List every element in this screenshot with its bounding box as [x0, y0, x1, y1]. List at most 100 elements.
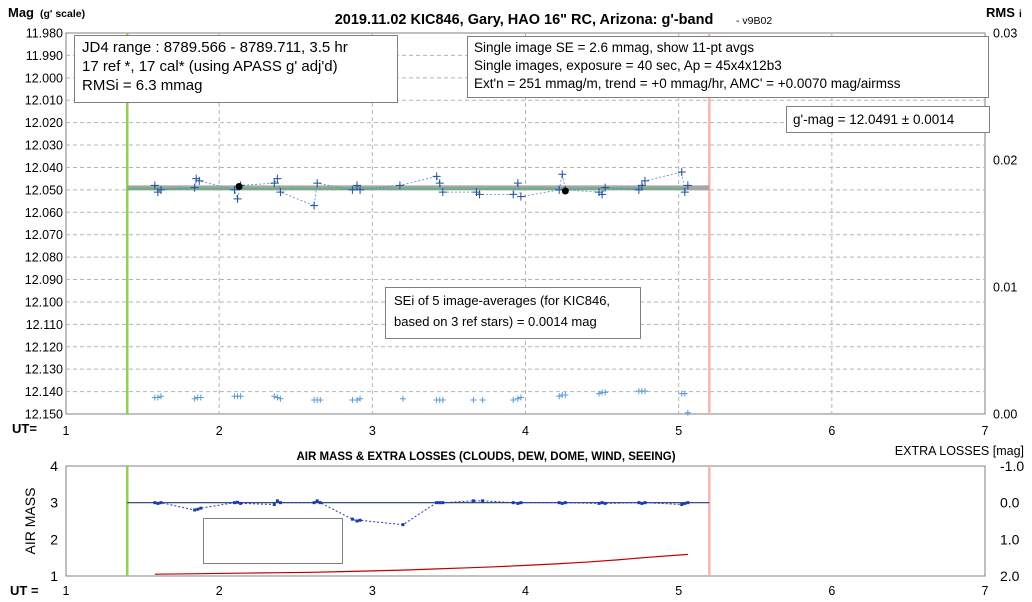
extra-losses-point	[355, 519, 359, 523]
y-tick-label: 12.120	[25, 340, 63, 354]
magnitude-point	[395, 181, 404, 190]
magnitude-point	[432, 172, 441, 181]
airmass-axis-label: AIR MASS	[22, 488, 38, 555]
y-tick-label: 12.070	[25, 228, 63, 242]
y-tick-label: 12.090	[25, 273, 63, 287]
magnitude-point	[195, 176, 204, 185]
x-tick-label: 1	[63, 424, 70, 438]
x-tick-label: 5	[675, 424, 682, 438]
x-tick-label-bottom: 1	[63, 584, 70, 598]
range-line: JD4 range : 8789.566 - 8789.711, 3.5 hr	[82, 39, 348, 56]
y-tick-label: 12.140	[25, 385, 63, 399]
extra-losses-point	[232, 501, 236, 505]
y2-axis-label-bottom: EXTRA LOSSES [mag]	[895, 444, 1024, 458]
magnitude-point	[513, 179, 522, 188]
chart-version: - v9B02	[736, 15, 772, 27]
extra-losses-point	[358, 518, 362, 522]
extra-losses-point	[159, 501, 163, 505]
magnitude-point	[273, 174, 282, 183]
exposure-line: Single images, exposure = 40 sec, Ap = 4…	[474, 58, 782, 73]
extra-losses-point	[196, 507, 200, 511]
magnitude-point	[270, 179, 279, 188]
extra-losses-point	[519, 501, 523, 505]
x-tick-label: 3	[369, 424, 376, 438]
y2-tick-label: 0.00	[993, 408, 1017, 422]
extra-losses-point	[560, 501, 564, 505]
magnitude-point	[313, 179, 322, 188]
magnitude-point	[677, 167, 686, 176]
rms-point	[271, 393, 278, 400]
x-tick-label-bottom: 3	[369, 584, 376, 598]
airmass-tick-label: 3	[50, 495, 58, 511]
y-tick-label: 12.020	[25, 116, 63, 130]
x-tick-label: 2	[216, 424, 223, 438]
x-axis-title: UT=	[12, 421, 37, 436]
rms-point	[562, 391, 569, 398]
extra-losses-point	[441, 501, 445, 505]
extra-losses-point	[637, 501, 641, 505]
extra-losses-point	[686, 501, 690, 505]
rms-point	[641, 388, 648, 395]
x-tick-label-bottom: 4	[522, 584, 529, 598]
info-box-range: JD4 range : 8789.566 - 8789.711, 3.5 hr …	[74, 35, 398, 103]
rms-point	[684, 409, 691, 416]
magnitude-point	[637, 181, 646, 190]
rms-point	[556, 393, 563, 400]
rms-point	[514, 395, 521, 402]
bottom-chart-title: AIR MASS & EXTRA LOSSES (CLOUDS, DEW, DO…	[296, 451, 675, 463]
single-image-se-line: Single image SE = 2.6 mmag, show 11-pt a…	[474, 40, 755, 55]
x-tick-label: 6	[828, 424, 835, 438]
extra-losses-point	[401, 523, 405, 527]
x-axis-title-bottom: UT =	[10, 583, 39, 598]
rms-point	[277, 395, 284, 402]
extra-losses-point	[683, 501, 687, 505]
extra-losses-point	[438, 501, 442, 505]
y-tick-label: 12.110	[26, 318, 63, 332]
extra-losses-point	[603, 501, 607, 505]
y-axis-title-sub: (g' scale)	[40, 8, 85, 20]
extra-losses-point	[193, 508, 197, 512]
extra-losses-point	[153, 501, 157, 505]
airmass-tick-label: 2	[50, 531, 58, 547]
magnitude-point	[516, 192, 525, 201]
extra-losses-point	[471, 499, 475, 503]
extra-losses-point	[156, 501, 160, 505]
y-tick-label: 12.150	[25, 408, 63, 422]
y-tick-label: 12.030	[25, 139, 63, 153]
sei-line-2: based on 3 ref stars) = 0.0014 mag	[394, 314, 597, 329]
x-tick-label-bottom: 6	[828, 584, 835, 598]
magnitude-point	[435, 179, 444, 188]
extra-losses-point	[312, 501, 316, 505]
magnitude-point	[438, 188, 447, 197]
extra-losses-point	[315, 499, 319, 503]
extra-losses-point	[278, 501, 282, 505]
rms-point	[354, 397, 361, 404]
sei-box: SEi of 5 image-averages (for KIC846, bas…	[385, 287, 641, 339]
magnitude-point	[230, 185, 239, 194]
extra-losses-point	[318, 501, 322, 505]
magnitude-point	[348, 185, 357, 194]
rms-point	[274, 394, 281, 401]
magnitude-point	[475, 190, 484, 199]
rms-point	[479, 397, 486, 404]
rms-point	[470, 397, 477, 404]
ref-stars-line: 17 ref *, 17 cal* (using APASS g' adj'd)	[82, 58, 338, 75]
y-tick-label: 12.060	[25, 206, 63, 220]
extra-losses-point	[680, 503, 684, 506]
magnitude-point	[276, 188, 285, 197]
y2-tick-label: 0.01	[993, 281, 1017, 295]
losses-tick-label: 0.0	[1000, 495, 1020, 511]
rms-point	[510, 397, 517, 404]
magnitude-point	[353, 181, 362, 190]
magnitude-point	[634, 185, 643, 194]
y-axis-title: Mag	[8, 5, 34, 20]
x-tick-label-bottom: 5	[675, 584, 682, 598]
x-tick-label: 7	[982, 424, 989, 438]
magnitude-point	[640, 176, 649, 185]
x-tick-label-bottom: 2	[216, 584, 223, 598]
rms-point	[197, 394, 204, 401]
losses-tick-label: -1.0	[1000, 458, 1024, 474]
gmag-result-box: g'-mag = 12.0491 ± 0.0014	[786, 106, 990, 133]
y2-axis-title: RMS	[986, 5, 1015, 20]
y-tick-label: 12.040	[25, 161, 63, 175]
